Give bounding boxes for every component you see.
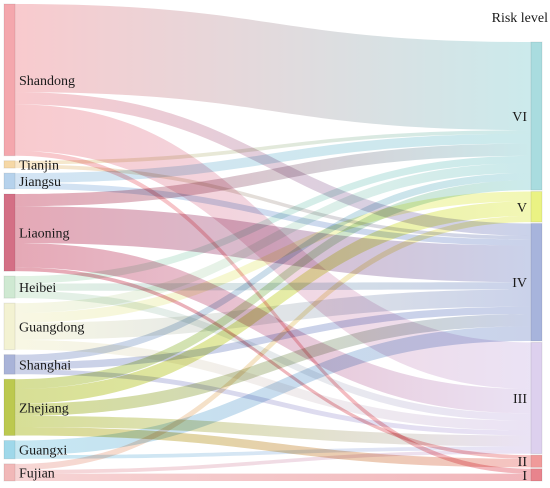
label-level-ii: II — [518, 455, 528, 470]
node-heibei — [3, 275, 16, 299]
source-labels: Shandong Tianjin Jiangsu Liaoning Heibei Guan… — [19, 74, 84, 482]
node-tianjin — [3, 160, 16, 169]
flow-liaoning-to-iv — [15, 206, 531, 283]
flow-fujian-to-i — [15, 473, 531, 481]
label-tianjin: Tianjin — [19, 158, 59, 173]
source-nodes — [3, 3, 16, 482]
flow-jiangsu-to-iv — [15, 182, 531, 246]
flow-guangdong-to-vi — [15, 163, 531, 313]
node-level-vi — [530, 41, 543, 191]
flow-shanghai-to-iii — [15, 369, 531, 436]
node-level-iii — [530, 341, 543, 455]
flow-fujian-to-iii — [15, 450, 531, 474]
flow-heibei-to-iii — [15, 290, 531, 421]
label-liaoning: Liaoning — [19, 227, 70, 242]
flow-liaoning-to-vi — [15, 143, 531, 207]
label-guangxi: Guangxi — [19, 444, 67, 459]
flow-zhejiang-to-iii — [15, 415, 531, 447]
label-level-i: I — [522, 469, 527, 484]
node-guangdong — [3, 302, 16, 351]
label-shandong: Shandong — [19, 74, 75, 89]
label-zhejiang: Zhejiang — [19, 401, 69, 416]
node-shandong — [3, 3, 16, 157]
flow-shandong-to-iv — [15, 92, 531, 236]
node-guangxi — [3, 440, 16, 460]
label-level-iv: IV — [512, 276, 527, 291]
flow-tianjin-to-vi — [15, 130, 531, 165]
flow-guangdong-to-iv — [15, 289, 531, 340]
flow-heibei-to-vi — [15, 155, 531, 284]
flow-jiangsu-to-vi — [15, 133, 531, 183]
flow-links — [15, 4, 531, 481]
node-level-i — [530, 468, 543, 482]
node-zhejiang — [3, 378, 16, 437]
flow-guangxi-to-iv — [15, 326, 531, 456]
target-nodes — [530, 41, 543, 482]
flow-shanghai-to-vi — [15, 172, 531, 362]
node-level-iv — [530, 222, 543, 342]
flow-shanghai-to-iv — [15, 306, 531, 370]
node-shanghai — [3, 354, 16, 375]
node-liaoning — [3, 193, 16, 272]
label-level-vi: VI — [512, 110, 527, 125]
flow-guangdong-to-v — [15, 191, 531, 323]
label-level-iii: III — [513, 392, 527, 407]
label-fujian: Fujian — [19, 466, 55, 481]
node-level-v — [530, 190, 543, 223]
flow-liaoning-to-iii — [15, 242, 531, 414]
flow-zhejiang-to-vi — [15, 180, 531, 390]
label-guangdong: Guangdong — [19, 320, 84, 335]
flow-tianjin-to-iv — [15, 164, 531, 240]
label-jiangsu: Jiangsu — [19, 175, 61, 190]
flow-zhejiang-to-iv — [15, 314, 531, 416]
node-jiangsu — [3, 172, 16, 190]
flow-zhejiang-to-v — [15, 201, 531, 404]
flow-shandong-to-vi — [15, 4, 531, 131]
node-level-ii — [530, 454, 543, 468]
label-heibei: Heibei — [19, 281, 56, 296]
risk-level-title: Risk level — [492, 11, 548, 26]
flow-guangxi-to-iii — [15, 446, 531, 459]
flow-fujian-to-v — [15, 215, 531, 470]
node-fujian — [3, 463, 16, 482]
label-shanghai: Shanghai — [19, 358, 71, 373]
label-level-v: V — [517, 201, 527, 216]
